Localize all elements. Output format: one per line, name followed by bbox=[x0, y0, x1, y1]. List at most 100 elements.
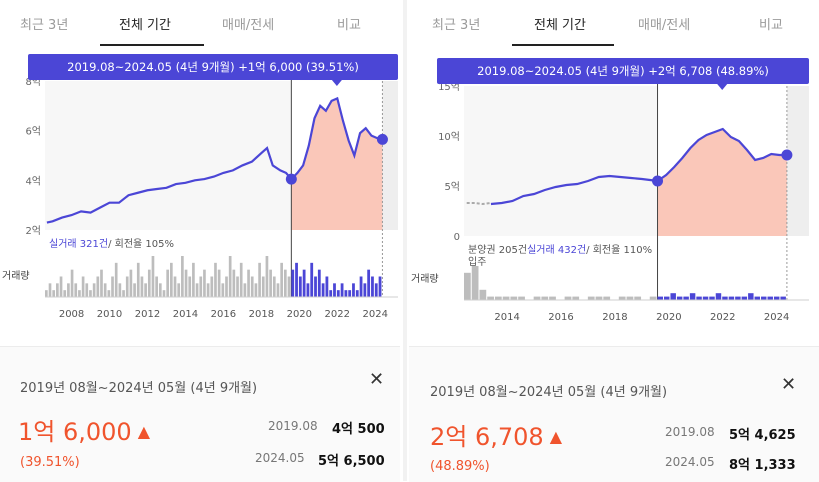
x-tick-label: 2020 bbox=[656, 312, 681, 323]
volume-bar bbox=[280, 262, 283, 297]
volume-bar-selected bbox=[314, 276, 317, 297]
x-tick-label: 2018 bbox=[249, 309, 274, 320]
volume-bar bbox=[464, 272, 471, 300]
volume-bar bbox=[103, 283, 107, 297]
volume-bar bbox=[188, 276, 192, 297]
volume-bar-selected bbox=[302, 269, 306, 297]
volume-bar bbox=[228, 256, 232, 297]
volume-bar bbox=[122, 290, 125, 297]
x-tick-label: 2014 bbox=[494, 312, 519, 323]
volume-bar bbox=[587, 296, 595, 300]
volume-bar bbox=[479, 289, 487, 300]
x-tick-label: 2020 bbox=[287, 309, 312, 320]
volume-bar-selected bbox=[333, 283, 336, 297]
volume-bar bbox=[114, 262, 118, 297]
volume-bar-selected bbox=[329, 290, 333, 297]
volume-bar bbox=[111, 276, 114, 297]
volume-bar bbox=[184, 269, 188, 297]
presale-price-line bbox=[466, 202, 492, 206]
close-icon[interactable]: ✕ bbox=[781, 374, 797, 395]
volume-bar bbox=[67, 283, 70, 297]
volume-bar bbox=[192, 262, 195, 297]
volume-bar-selected bbox=[715, 293, 722, 300]
volume-bar-selected bbox=[728, 296, 735, 300]
period-tabs: 최근 3년 전체 기간 매매/전세 비교 bbox=[409, 0, 819, 46]
volume-bar bbox=[52, 290, 56, 297]
x-tick-label: 2018 bbox=[602, 312, 627, 323]
volume-bar-selected bbox=[321, 283, 325, 297]
volume-bar-selected bbox=[348, 290, 352, 297]
tooltip-text: 2019.08~2024.05 (4년 9개월) +2억 6,708 (48.8… bbox=[477, 64, 769, 78]
y-tick-label: 2억 bbox=[25, 225, 41, 237]
y-tick-label: 4억 bbox=[25, 175, 41, 187]
volume-bar bbox=[56, 283, 59, 297]
volume-bar bbox=[272, 276, 276, 297]
volume-bar-selected bbox=[683, 296, 689, 300]
volume-bar-selected bbox=[722, 296, 728, 300]
volume-label: 거래량 bbox=[411, 273, 439, 285]
x-tick-label: 2024 bbox=[764, 312, 789, 323]
volume-bar bbox=[74, 283, 78, 297]
volume-bar-selected bbox=[355, 290, 359, 297]
volume-bar bbox=[494, 296, 502, 300]
volume-bar bbox=[206, 283, 210, 297]
tab-trade-lease[interactable]: 매매/전세 bbox=[222, 18, 275, 33]
price-change: 2억 6,708 ▲ bbox=[430, 423, 562, 451]
presale-count-label: 분양권 205건 bbox=[468, 244, 527, 256]
y-tick-label: 5억 bbox=[444, 181, 460, 193]
volume-bar bbox=[276, 283, 280, 297]
volume-bar bbox=[595, 296, 603, 300]
active-tab-underline bbox=[100, 44, 204, 46]
volume-bar-selected bbox=[344, 290, 348, 297]
y-tick-label: 10억 bbox=[438, 131, 460, 143]
panel-divider bbox=[403, 0, 407, 481]
close-icon[interactable]: ✕ bbox=[369, 369, 385, 390]
tab-recent-3y[interactable]: 최근 3년 bbox=[432, 18, 481, 33]
x-tick-label: 2016 bbox=[548, 312, 573, 323]
volume-bar-selected bbox=[298, 276, 302, 297]
volume-bar bbox=[518, 296, 525, 300]
tab-all-period[interactable]: 전체 기간 bbox=[119, 18, 171, 33]
selected-range-fill bbox=[657, 129, 787, 236]
volume-bar bbox=[549, 296, 556, 300]
volume-bar bbox=[92, 283, 96, 297]
volume-bar-selected bbox=[378, 276, 382, 297]
x-tick-label: 2022 bbox=[710, 312, 735, 323]
price-change: 1억 6,000 ▲ bbox=[18, 418, 150, 446]
tab-trade-lease[interactable]: 매매/전세 bbox=[638, 18, 691, 33]
end-date: 2024.05 bbox=[665, 455, 715, 469]
volume-bar bbox=[265, 256, 269, 297]
volume-bar bbox=[217, 269, 221, 297]
tab-compare[interactable]: 비교 bbox=[337, 18, 361, 33]
volume-label: 거래량 bbox=[2, 270, 30, 282]
volume-bar bbox=[195, 283, 199, 297]
volume-bar bbox=[214, 262, 217, 297]
volume-bar bbox=[258, 262, 261, 297]
tab-compare[interactable]: 비교 bbox=[759, 18, 783, 33]
volume-bar-selected bbox=[767, 296, 773, 300]
tab-recent-3y[interactable]: 최근 3년 bbox=[20, 18, 69, 33]
range-tooltip bbox=[437, 58, 809, 84]
price-change-percent: (48.89%) bbox=[430, 459, 490, 474]
start-price: 5억 4,625 bbox=[729, 428, 796, 443]
volume-bar-selected bbox=[306, 283, 310, 297]
volume-bar bbox=[572, 296, 580, 300]
tab-all-period[interactable]: 전체 기간 bbox=[534, 18, 586, 33]
left-price-panel: 최근 3년 전체 기간 매매/전세 비교 2억 4억 6억 8억 실거래 321건 / … bbox=[0, 0, 400, 482]
volume-bar-selected bbox=[317, 269, 321, 297]
right-price-panel: 최근 3년 전체 기간 매매/전세 비교 0 5억 10억 15억 분양권 205건 실거… bbox=[409, 0, 819, 482]
volume-bar bbox=[78, 290, 81, 297]
summary-period: 2019년 08월~2024년 05월 (4년 9개월) bbox=[430, 385, 668, 400]
volume-bar bbox=[140, 276, 144, 297]
volume-bar-selected bbox=[340, 283, 344, 297]
x-tick-label: 2024 bbox=[362, 309, 387, 320]
volume-bar bbox=[247, 269, 250, 297]
volume-bar-selected bbox=[310, 262, 314, 297]
volume-bar bbox=[133, 283, 136, 297]
volume-bar-selected bbox=[761, 296, 767, 300]
x-tick-label: 2012 bbox=[135, 309, 160, 320]
volume-bar bbox=[564, 296, 572, 300]
active-tab-underline bbox=[512, 44, 614, 46]
